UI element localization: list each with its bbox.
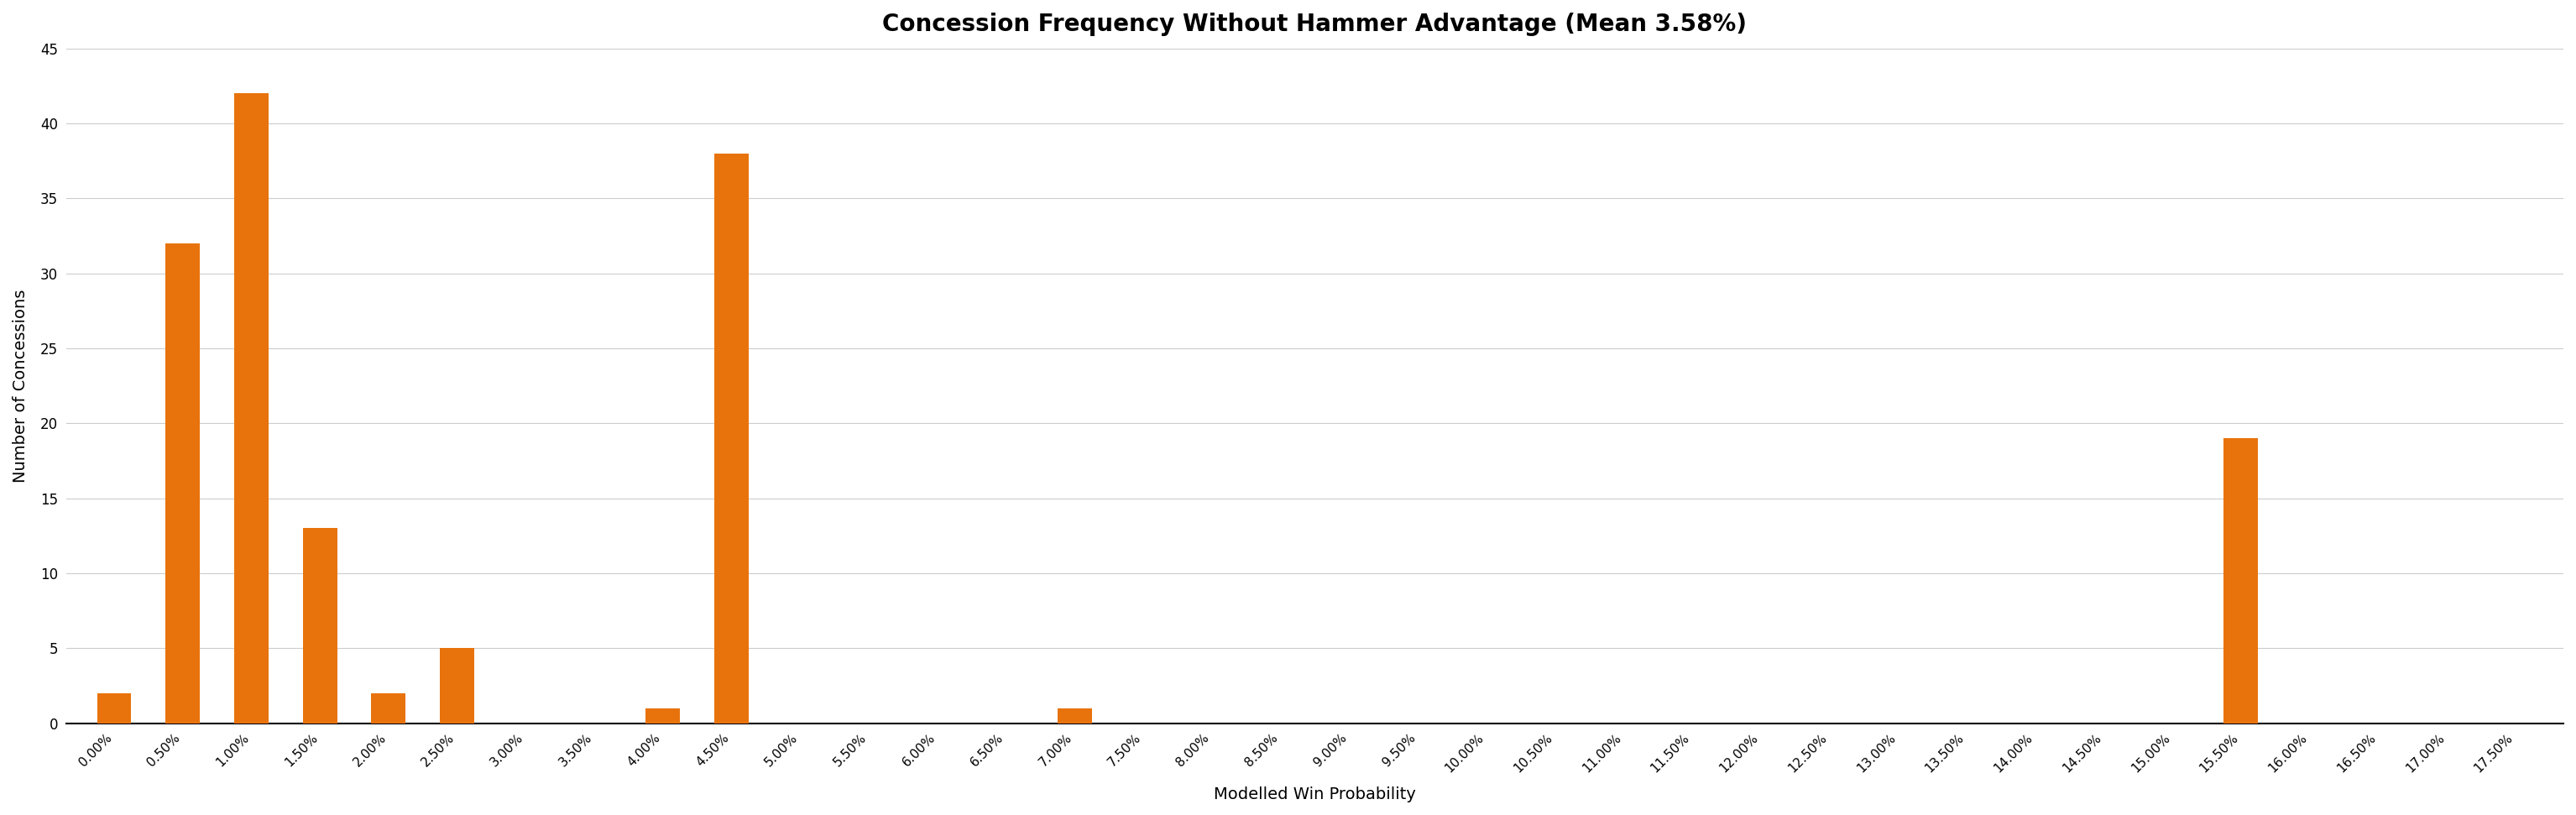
Bar: [647, 708, 680, 723]
X-axis label: Modelled Win Probability: Modelled Win Probability: [1213, 786, 1417, 803]
Y-axis label: Number of Concessions: Number of Concessions: [13, 289, 28, 482]
Bar: [165, 244, 201, 723]
Bar: [98, 694, 131, 723]
Bar: [234, 94, 268, 723]
Bar: [304, 528, 337, 723]
Bar: [714, 153, 750, 723]
Title: Concession Frequency Without Hammer Advantage (Mean 3.58%): Concession Frequency Without Hammer Adva…: [884, 12, 1747, 36]
Bar: [1059, 708, 1092, 723]
Bar: [440, 648, 474, 723]
Bar: [371, 694, 404, 723]
Bar: [2223, 438, 2259, 723]
